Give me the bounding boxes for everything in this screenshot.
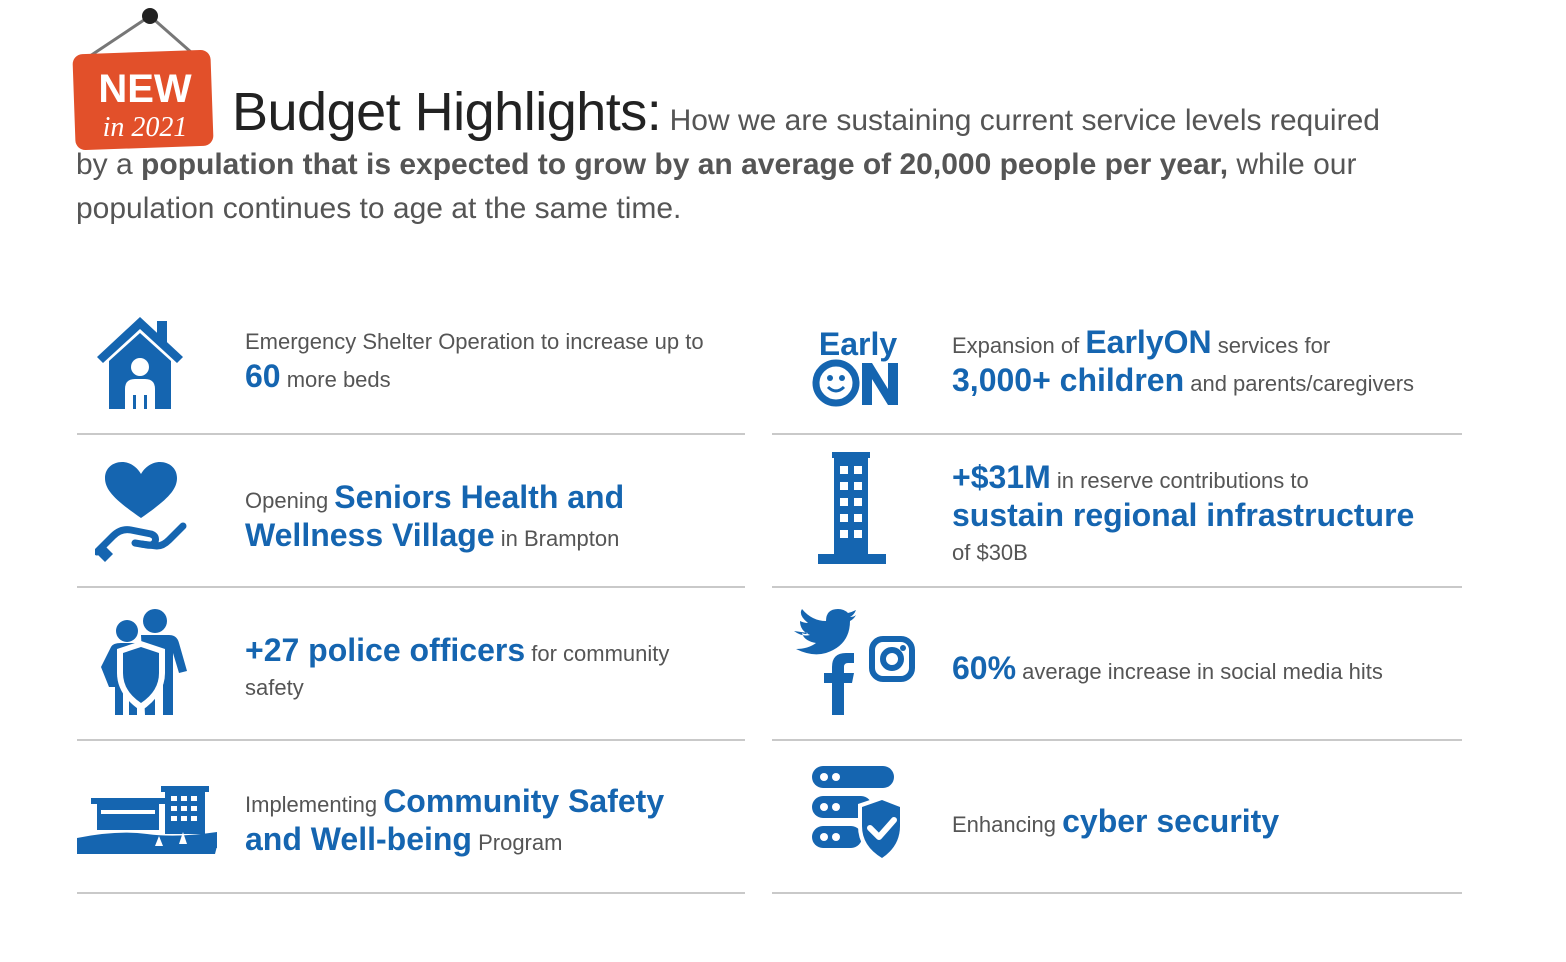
earlyon-logo-icon: Early [812, 326, 898, 407]
new-in-2021-sign: NEW in 2021 [72, 8, 214, 151]
seniors-highlight: Seniors Health and Wellness Village [245, 479, 625, 553]
reserve-highlight-2: sustain regional infrastructure [952, 497, 1415, 533]
earlyon-post: and parents/caregivers [1184, 371, 1415, 396]
server-shield-icon [812, 766, 904, 862]
seniors-pre: Opening [245, 488, 335, 513]
reserve-item: +$31M in reserve contributions to sustai… [772, 436, 1462, 588]
heading-rest: while our population continues to age at… [76, 148, 1357, 225]
shelter-post: more beds [280, 367, 391, 392]
cyber-pre: Enhancing [952, 812, 1063, 837]
police-item: +27 police officers for community safety [77, 589, 745, 741]
shelter-item: Emergency Shelter Operation to increase … [77, 283, 745, 435]
divider [772, 433, 1462, 435]
earlyon-mid: services for [1211, 333, 1331, 358]
heart-hand-icon [95, 462, 187, 562]
community-safety-item: Implementing Community Safety and Well-b… [77, 742, 745, 894]
divider [77, 739, 745, 741]
cyber-security-item: Enhancing cyber security [772, 742, 1462, 894]
divider [772, 739, 1462, 741]
reserve-post: of $30B [952, 540, 1028, 565]
budget-highlights-heading: Budget Highlights: How we are sustaining… [76, 85, 1416, 231]
safety-highlight: Community Safety and Well-being [245, 783, 665, 857]
police-highlight: +27 police officers [245, 632, 526, 668]
earlyon-highlight-2: 3,000+ children [952, 362, 1185, 398]
seniors-post: in Brampton [494, 526, 620, 551]
cyber-highlight: cyber security [1062, 803, 1280, 839]
reserve-mid: in reserve contributions to [1050, 468, 1309, 493]
people-shield-icon [101, 609, 187, 715]
divider [77, 586, 745, 588]
social-post: average increase in social media hits [1016, 659, 1383, 684]
police-post: for community safety [245, 641, 670, 700]
social-media-icon [794, 609, 915, 715]
heading-intro: How we are sustaining current service le… [76, 104, 1380, 181]
divider [77, 892, 745, 894]
shelter-highlight: 60 [245, 358, 281, 394]
divider [772, 892, 1462, 894]
tower-building-icon [818, 452, 886, 564]
divider [772, 586, 1462, 588]
house-person-icon [97, 317, 183, 409]
safety-pre: Implementing [245, 792, 384, 817]
social-highlight: 60% [952, 650, 1017, 686]
seniors-item: Opening Seniors Health and Wellness Vill… [77, 436, 745, 588]
earlyon-highlight: EarlyON [1085, 324, 1212, 360]
sign-word: NEW [98, 67, 192, 111]
earlyon-item: Early Expansion of EarlyON services for … [772, 283, 1462, 435]
reserve-highlight: +$31M [952, 459, 1051, 495]
heading-bold-text: population that is expected to grow by a… [141, 148, 1229, 181]
building-landscape-icon [77, 786, 217, 854]
sign-year: in 2021 [103, 112, 188, 143]
social-media-item: 60% average increase in social media hit… [772, 589, 1462, 741]
shelter-pre: Emergency Shelter Operation to increase … [245, 329, 704, 354]
earlyon-pre: Expansion of [952, 333, 1086, 358]
safety-post: Program [471, 830, 563, 855]
earlyon-logo-top: Early [819, 326, 897, 362]
divider [77, 433, 745, 435]
page-title: Budget Highlights: [232, 82, 662, 142]
